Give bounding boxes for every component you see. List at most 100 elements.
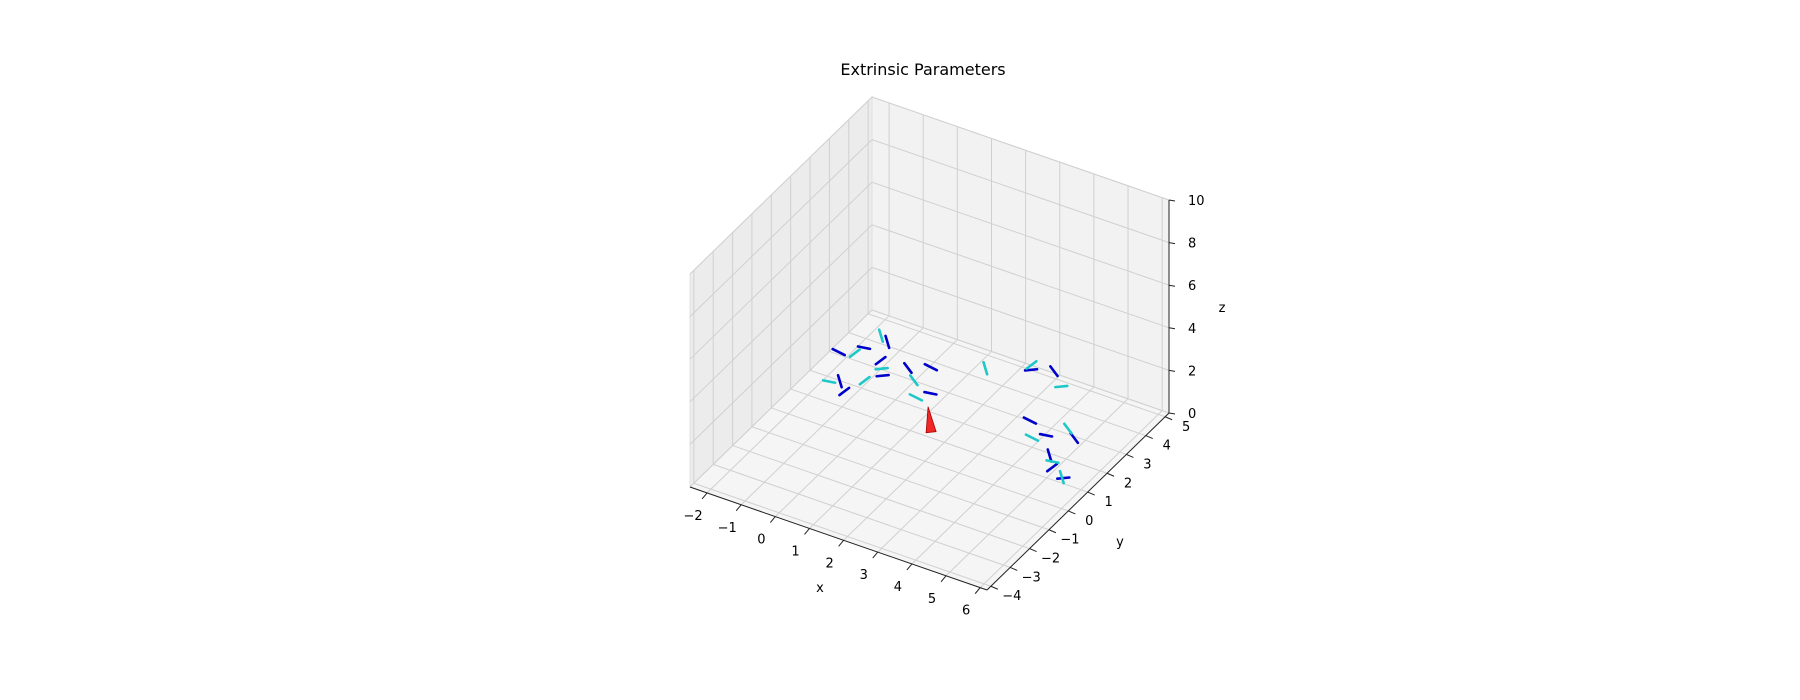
grid-line-z-back [871,309,1170,414]
x-tick-mark [872,551,879,559]
x-tick-label: 0 [757,533,765,548]
data-point-blue [903,361,913,375]
data-point-cyan [858,375,871,386]
z-axis-label: z [1219,301,1226,316]
data-point-blue [923,362,939,372]
z-tick-mark [1168,284,1176,287]
data-point-cyan [982,360,989,376]
data-point-blue [923,390,938,396]
z-tick-mark [1168,199,1176,202]
chart-title: Extrinsic Parameters [840,60,1005,79]
x-tick-label: 2 [825,556,833,571]
grid-line-y-floor [751,426,1050,531]
grid-line-z-back [871,181,1170,286]
z-tick-label: 6 [1188,279,1196,294]
grid-line-z-left [689,224,873,403]
grid-line-x-floor [911,386,1095,565]
grid-line-z-left [689,181,873,360]
x-axis-ticks: −2 −1 0 1 2 3 4 5 6 [683,492,981,619]
grid-line-x-floor [877,374,1061,553]
data-point-cyan [1063,422,1073,435]
z-tick-mark [1168,412,1176,415]
y-tick-label: 4 [1163,439,1171,454]
y-tick-label: −4 [1002,589,1021,604]
grid-line-x-floor [945,398,1129,577]
data-point-blue [831,347,847,357]
x-tick-label: 6 [962,604,970,619]
data-point-blue [1069,431,1080,445]
data-point-blue [1022,416,1038,425]
grid-line-x-floor [843,362,1026,541]
y-tick-mark [1106,472,1115,477]
data-point-blue [1049,365,1059,378]
data-point-cyan [1024,433,1040,442]
grid-line-y-floor [848,332,1146,437]
grid-line-y-floor [867,313,1166,418]
z-tick-mark [1168,327,1176,330]
y-tick-mark [1145,435,1153,440]
data-point-blue [838,386,851,397]
z-tick-label: 10 [1188,194,1205,209]
data-point-blue [856,345,872,351]
x-tick-mark [838,539,845,547]
x-tick-label: 1 [791,544,799,559]
grid-line-z-back [871,139,1170,244]
data-point-cyan [1054,384,1069,389]
y-tick-mark [1087,491,1095,496]
x-axis-line [689,486,988,591]
x-tick-label: 4 [894,580,902,595]
data-point-blue [874,355,887,366]
grid-line-z-back [871,266,1170,371]
grid-line-x-floor [774,339,958,517]
grid-line-z-back [871,224,1170,329]
grid-line-y-floor [771,407,1069,512]
y-tick-label: −2 [1041,552,1060,567]
data-point-cyan [1045,459,1060,465]
z-tick-label: 4 [1188,322,1196,337]
data-point-cyan [908,374,919,387]
data-point-blue [884,334,891,350]
grid-line-z-back [871,96,1170,201]
x-tick-label: −1 [718,521,737,536]
y-tick-mark [990,585,999,590]
grid-line-x-floor [740,327,924,506]
axis-lines [689,200,1170,591]
grid-line-x-floor [809,351,992,529]
z-tick-label: 8 [1188,237,1196,252]
x-tick-mark [804,528,810,535]
grid-line-z-left [689,267,873,445]
data-point-blue [836,373,843,389]
data-point-cyan [1058,469,1065,485]
grid-line-y-floor [809,369,1108,474]
data-point-cyan [848,348,861,359]
y-tick-mark [1068,510,1076,515]
data-point-blue [1045,462,1059,473]
camera-marker [925,406,937,434]
x-tick-label: 5 [928,592,936,607]
grid-line-z-left [689,309,873,488]
grid-line-z-left [689,139,873,317]
z-axis-ticks: 0 2 4 6 8 10 [1168,194,1205,422]
x-tick-mark [974,587,981,594]
x-tick-mark [735,504,742,512]
grid-line-y-floor [693,482,992,587]
grid-line-y-floor [790,388,1088,493]
x-tick-mark [701,492,708,500]
grid-line-x-floor [979,410,1163,588]
data-point-blue [1046,448,1053,463]
y-tick-mark [1126,453,1134,458]
y-tick-mark [1164,416,1173,421]
data-point-cyan [874,366,889,371]
y-axis-line [986,412,1170,591]
y-tick-label: −1 [1060,533,1079,548]
data-point-cyan [821,379,837,385]
data-point-blue [1023,367,1039,372]
x-tick-label: −2 [683,509,702,524]
grid-line-z-left [689,96,873,275]
y-tick-label: 2 [1124,476,1132,491]
grid-line-y-floor [732,445,1030,550]
grid-lines [689,96,1170,588]
x-tick-mark [940,575,947,583]
